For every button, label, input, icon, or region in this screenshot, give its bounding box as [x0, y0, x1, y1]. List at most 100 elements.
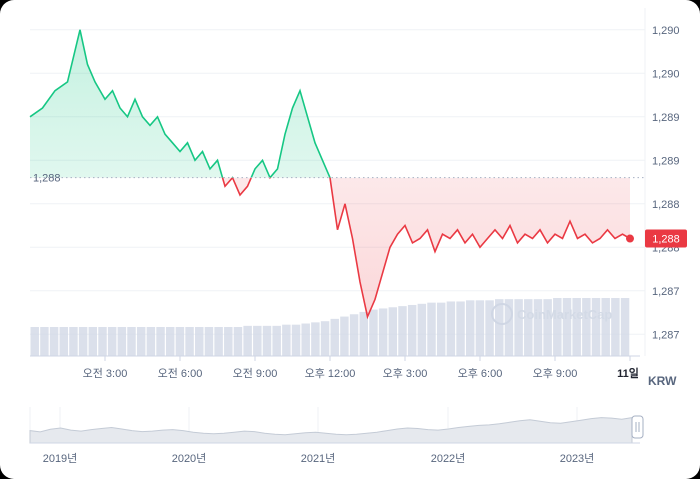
volume-bar [175, 327, 185, 356]
volume-bar [146, 327, 156, 356]
volume-bar [88, 327, 98, 356]
volume-bar [582, 298, 591, 356]
volume-bar [553, 298, 562, 356]
volume-bar [562, 298, 572, 356]
volume-bar [485, 300, 494, 356]
volume-bar [165, 327, 175, 356]
volume-bar [69, 327, 78, 356]
volume-bar [591, 298, 601, 356]
x-axis-ticks: 오전 3:00 오전 6:00 오전 9:00 오후 12:00 오후 3:00 오후 6… [83, 356, 639, 380]
watermark-text: CoinMarketCap [517, 307, 612, 322]
volume-bar [398, 306, 407, 356]
volume-bar [407, 304, 417, 356]
volume-bar [427, 302, 436, 356]
watermark: CoinMarketCap [491, 303, 612, 325]
volume-bar [291, 324, 301, 356]
volume-bar [620, 298, 630, 356]
range-navigator[interactable]: 2019년 2020년 2021년 2022년 2023년 [29, 407, 644, 465]
volume-bar [224, 327, 233, 356]
volume-bar [611, 298, 620, 356]
volume-bar [49, 327, 59, 356]
current-price-tag: 1,288 [645, 229, 687, 248]
volume-bar [156, 327, 165, 356]
price-line-down [221, 177, 631, 320]
volume-bar [78, 327, 88, 356]
volume-bar [311, 322, 320, 356]
y-tick-label: 1,287 [652, 329, 680, 341]
navigator-year-label: 2021년 [301, 452, 336, 465]
volume-bar [378, 308, 388, 356]
volume-bar [533, 299, 543, 356]
navigator-year-label: 2020년 [172, 452, 207, 465]
volume-bar [572, 298, 581, 356]
navigator-year-label: 2023년 [560, 452, 595, 465]
volume-bar [369, 309, 378, 356]
y-tick-label: 1,289 [652, 112, 680, 124]
currency-label: KRW [648, 374, 677, 388]
x-tick-label: 오전 3:00 [83, 367, 128, 380]
volume-bar [204, 327, 214, 356]
volume-bar [340, 316, 349, 356]
volume-bar [301, 323, 310, 356]
price-area-up [30, 29, 330, 178]
x-tick-label: 오전 6:00 [158, 367, 203, 380]
price-area-down [30, 177, 630, 317]
navigator-handle[interactable] [631, 415, 644, 439]
volume-bar [417, 303, 427, 356]
y-tick-label: 1,290 [652, 25, 680, 37]
x-tick-label: 오후 9:00 [533, 367, 578, 380]
volume-bar [253, 325, 262, 356]
volume-bar [495, 299, 504, 356]
volume-bar [214, 327, 223, 356]
volume-bar [349, 314, 359, 356]
y-tick-label: 1,290 [652, 68, 680, 80]
volume-bar [446, 301, 456, 356]
volume-bar [40, 327, 49, 356]
volume-bar [272, 325, 281, 356]
volume-bar [504, 299, 514, 356]
volume-bar [330, 318, 339, 356]
x-tick-label: 11일 [617, 366, 639, 380]
volume-bar [243, 325, 252, 356]
volume-bar [233, 327, 243, 356]
y-tick-label: 1,289 [652, 155, 680, 167]
volume-bars [30, 298, 630, 356]
volume-bar [98, 327, 107, 356]
volume-bar [195, 327, 204, 356]
volume-bar [107, 327, 117, 356]
volume-bar [59, 327, 69, 356]
volume-bar [388, 307, 398, 356]
volume-bar [514, 299, 523, 356]
volume-bar [282, 324, 291, 356]
volume-bar [262, 325, 272, 356]
navigator-year-label: 2022년 [431, 452, 466, 465]
volume-bar [436, 302, 446, 356]
navigator-area [29, 417, 633, 444]
y-tick-label: 1,288 [652, 199, 680, 211]
volume-bar [185, 327, 194, 356]
volume-bar [127, 327, 136, 356]
current-price-tag-bg [645, 229, 687, 248]
volume-bar [475, 300, 485, 356]
volume-bar [359, 311, 369, 356]
y-axis-ticks: 1,290 1,290 1,289 1,289 1,288 1,288 1,287 1,287 [652, 25, 680, 342]
volume-bar [456, 301, 465, 356]
x-tick-label: 오후 6:00 [458, 367, 503, 380]
x-tick-label: 오후 12:00 [305, 367, 356, 380]
x-tick-label: 오후 3:00 [383, 367, 428, 380]
volume-bar [136, 327, 146, 356]
current-price-dot [626, 234, 634, 243]
volume-bar [320, 321, 330, 356]
volume-bar [117, 327, 127, 356]
current-price-tag-text: 1,288 [652, 234, 680, 246]
y-tick-label: 1,287 [652, 286, 680, 298]
volume-bar [601, 298, 610, 356]
volume-bar [543, 299, 552, 356]
volume-bar [30, 327, 39, 356]
navigator-handle-box[interactable] [631, 415, 644, 439]
x-tick-label: 오전 9:00 [233, 367, 278, 380]
reference-price-label: 1,288 [33, 173, 61, 185]
coinmarketcap-logo-icon [491, 303, 513, 325]
